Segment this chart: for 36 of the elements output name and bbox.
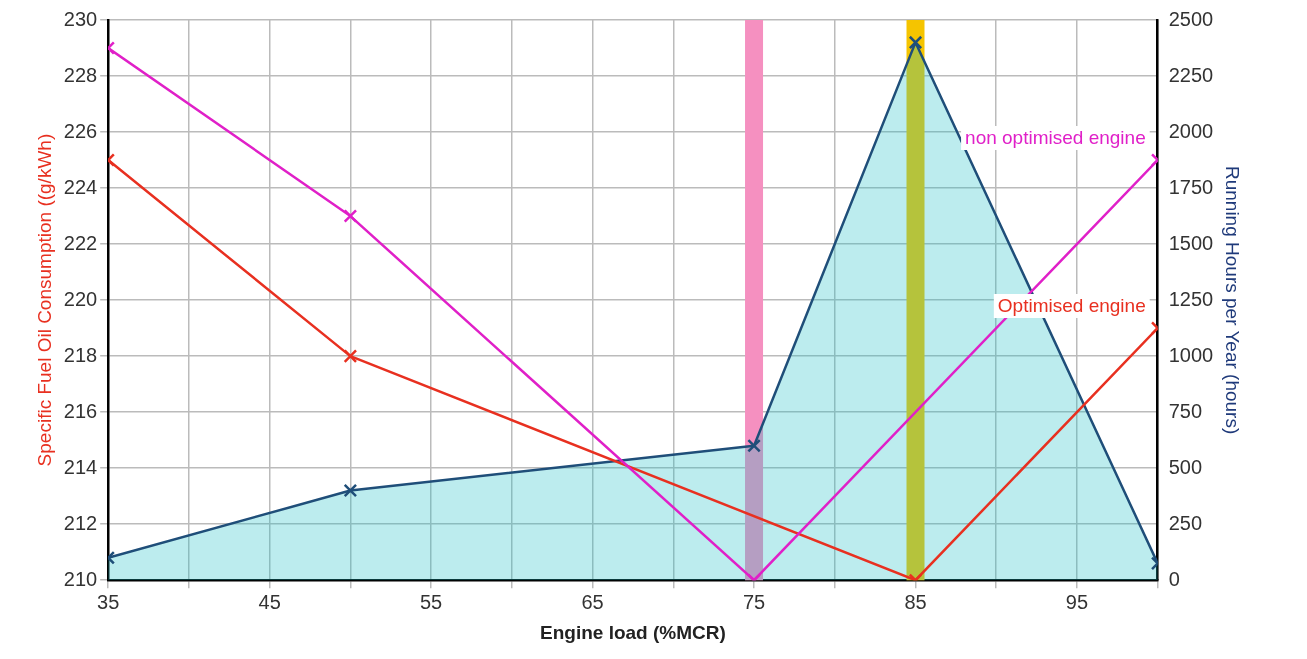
y-tick-label: 212 <box>63 511 98 534</box>
x-axis-title: Engine load (%MCR) <box>540 621 726 643</box>
y-tick-label: 226 <box>63 119 98 142</box>
y2-tick-label: 0 <box>1168 567 1180 590</box>
y2-tick-label: 1250 <box>1168 287 1214 310</box>
y2-tick-label: 250 <box>1168 511 1203 534</box>
y-axis-title: Specific Fuel Oil Consumption ((g/kWh) <box>33 133 55 467</box>
x-tick-label: 65 <box>581 590 604 613</box>
point <box>908 35 923 50</box>
y2-tick-label: 2500 <box>1168 7 1214 30</box>
y-tick-label: 220 <box>63 287 98 310</box>
y-tick-label: 224 <box>63 175 98 198</box>
y-tick-label: 218 <box>63 343 98 366</box>
x-tick-label: 45 <box>258 590 281 613</box>
y-tick-label: 230 <box>63 7 98 30</box>
y2-tick-label: 500 <box>1168 455 1203 478</box>
series-label: non optimised engine <box>965 126 1146 148</box>
y2-tick-label: 2000 <box>1168 119 1214 142</box>
y-tick-label: 228 <box>63 63 98 86</box>
point <box>747 438 761 453</box>
series-label: Optimised engine <box>997 294 1146 316</box>
y2-tick-label: 1750 <box>1168 175 1214 198</box>
y-tick-label: 214 <box>63 455 98 478</box>
x-tick-label: 85 <box>904 590 927 613</box>
y2-tick-label: 1500 <box>1168 231 1214 254</box>
y2-tick-label: 750 <box>1168 399 1203 422</box>
x-tick-label: 35 <box>97 590 120 613</box>
y2-tick-label: 2250 <box>1168 63 1214 86</box>
y-tick-label: 216 <box>63 399 98 422</box>
y2-axis-title: Running Hours per Year (hours) <box>1222 165 1244 435</box>
x-tick-label: 95 <box>1065 590 1089 613</box>
y-tick-label: 222 <box>63 231 98 254</box>
x-tick-label: 75 <box>742 590 766 613</box>
y2-tick-label: 1000 <box>1168 343 1214 366</box>
y-tick-label: 210 <box>63 567 98 590</box>
x-tick-label: 55 <box>419 590 443 613</box>
